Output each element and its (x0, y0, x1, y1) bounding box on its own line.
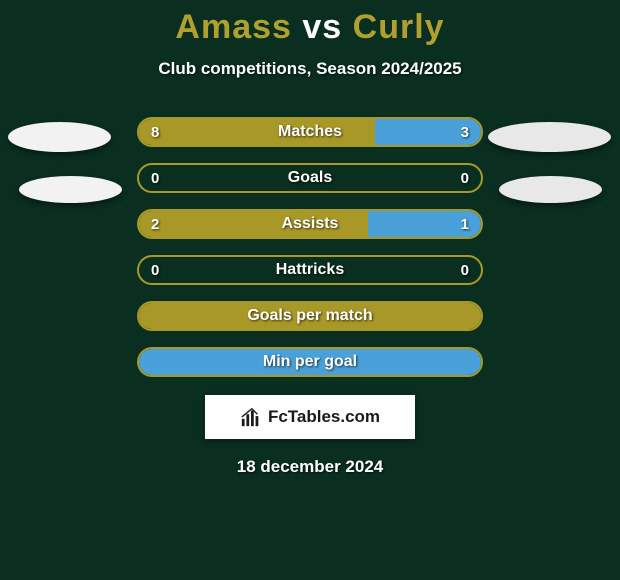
stat-rows: Matches83Goals00Assists21Hattricks00Goal… (0, 109, 620, 385)
stat-value-right: 3 (461, 119, 469, 145)
stat-value-left: 0 (151, 165, 159, 191)
badge-text: FcTables.com (268, 407, 380, 427)
stat-value-right: 0 (461, 165, 469, 191)
stat-label: Matches (139, 119, 481, 145)
subtitle: Club competitions, Season 2024/2025 (0, 59, 620, 79)
stat-value-left: 0 (151, 257, 159, 283)
title: Amass vs Curly (0, 8, 620, 47)
stat-row: Min per goal (0, 339, 620, 385)
player2-name: Curly (353, 8, 445, 46)
stat-label: Min per goal (139, 349, 481, 375)
stat-label: Goals per match (139, 303, 481, 329)
stat-value-right: 1 (461, 211, 469, 237)
stat-bar-track: Goals0 0 (137, 163, 483, 193)
stat-row: Hattricks0 0 (0, 247, 620, 293)
stat-bar-track: Matches8 3 (137, 117, 483, 147)
stat-row: Matches8 3 (0, 109, 620, 155)
fctables-badge: FcTables.com (205, 395, 415, 439)
stat-value-left: 2 (151, 211, 159, 237)
stat-label: Hattricks (139, 257, 481, 283)
vs-label: vs (302, 8, 342, 46)
chart-icon (240, 407, 262, 427)
stat-bar-track: Min per goal (137, 347, 483, 377)
stat-bar-track: Assists2 1 (137, 209, 483, 239)
stat-label: Assists (139, 211, 481, 237)
stat-row: Assists2 1 (0, 201, 620, 247)
date: 18 december 2024 (0, 457, 620, 477)
player1-name: Amass (175, 8, 292, 46)
stat-label: Goals (139, 165, 481, 191)
stat-bar-track: Goals per match (137, 301, 483, 331)
stat-value-left: 8 (151, 119, 159, 145)
stat-value-right: 0 (461, 257, 469, 283)
stat-row: Goals per match (0, 293, 620, 339)
comparison-card: Amass vs Curly Club competitions, Season… (0, 0, 620, 477)
stat-row: Goals0 0 (0, 155, 620, 201)
stat-bar-track: Hattricks0 0 (137, 255, 483, 285)
